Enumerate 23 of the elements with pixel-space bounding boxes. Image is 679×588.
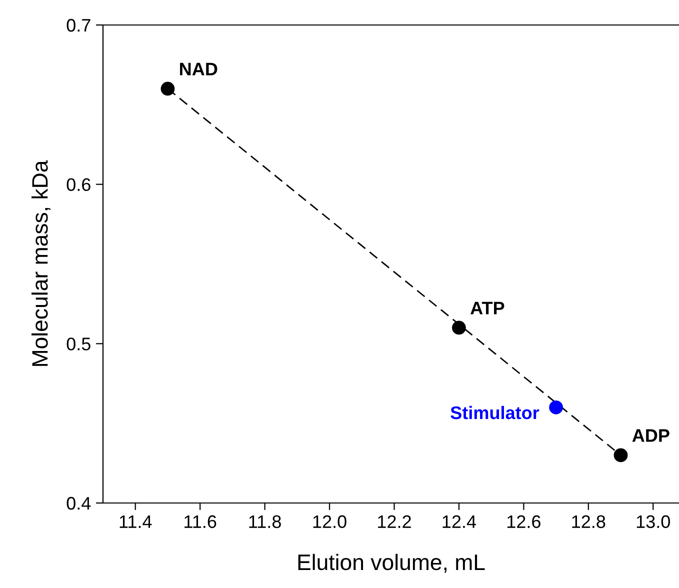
point xyxy=(614,448,628,462)
y-tick-label: 0.4 xyxy=(66,496,91,510)
x-tick-label: 11.6 xyxy=(184,515,216,528)
point xyxy=(160,82,175,96)
point xyxy=(549,400,563,414)
y-tick-label: 0.5 xyxy=(66,338,90,350)
y-tick-label: 0.6 xyxy=(66,178,90,192)
x-tick-label: 11.8 xyxy=(249,515,281,528)
y-axis-title: Molecular mass, kDa xyxy=(31,160,50,366)
x-axis-title: Elution volume, mL xyxy=(298,554,485,573)
annotation: Stimulator xyxy=(450,406,540,420)
x-tick-label: 13.0 xyxy=(636,515,670,528)
x-tick-label: 12.8 xyxy=(572,515,606,528)
annotation: ADP xyxy=(632,429,670,442)
x-tick-label: 12.4 xyxy=(442,515,476,528)
x-tick-label: 12.0 xyxy=(313,515,346,528)
x-tick-label: 12.2 xyxy=(378,515,411,528)
x-tick-label: 11.4 xyxy=(120,515,152,528)
x-tick-label: 12.6 xyxy=(507,515,540,528)
annotation: ATP xyxy=(470,302,504,314)
point xyxy=(452,320,466,335)
y-tick-label: 0.7 xyxy=(66,18,90,32)
annotation: NAD xyxy=(180,62,218,76)
